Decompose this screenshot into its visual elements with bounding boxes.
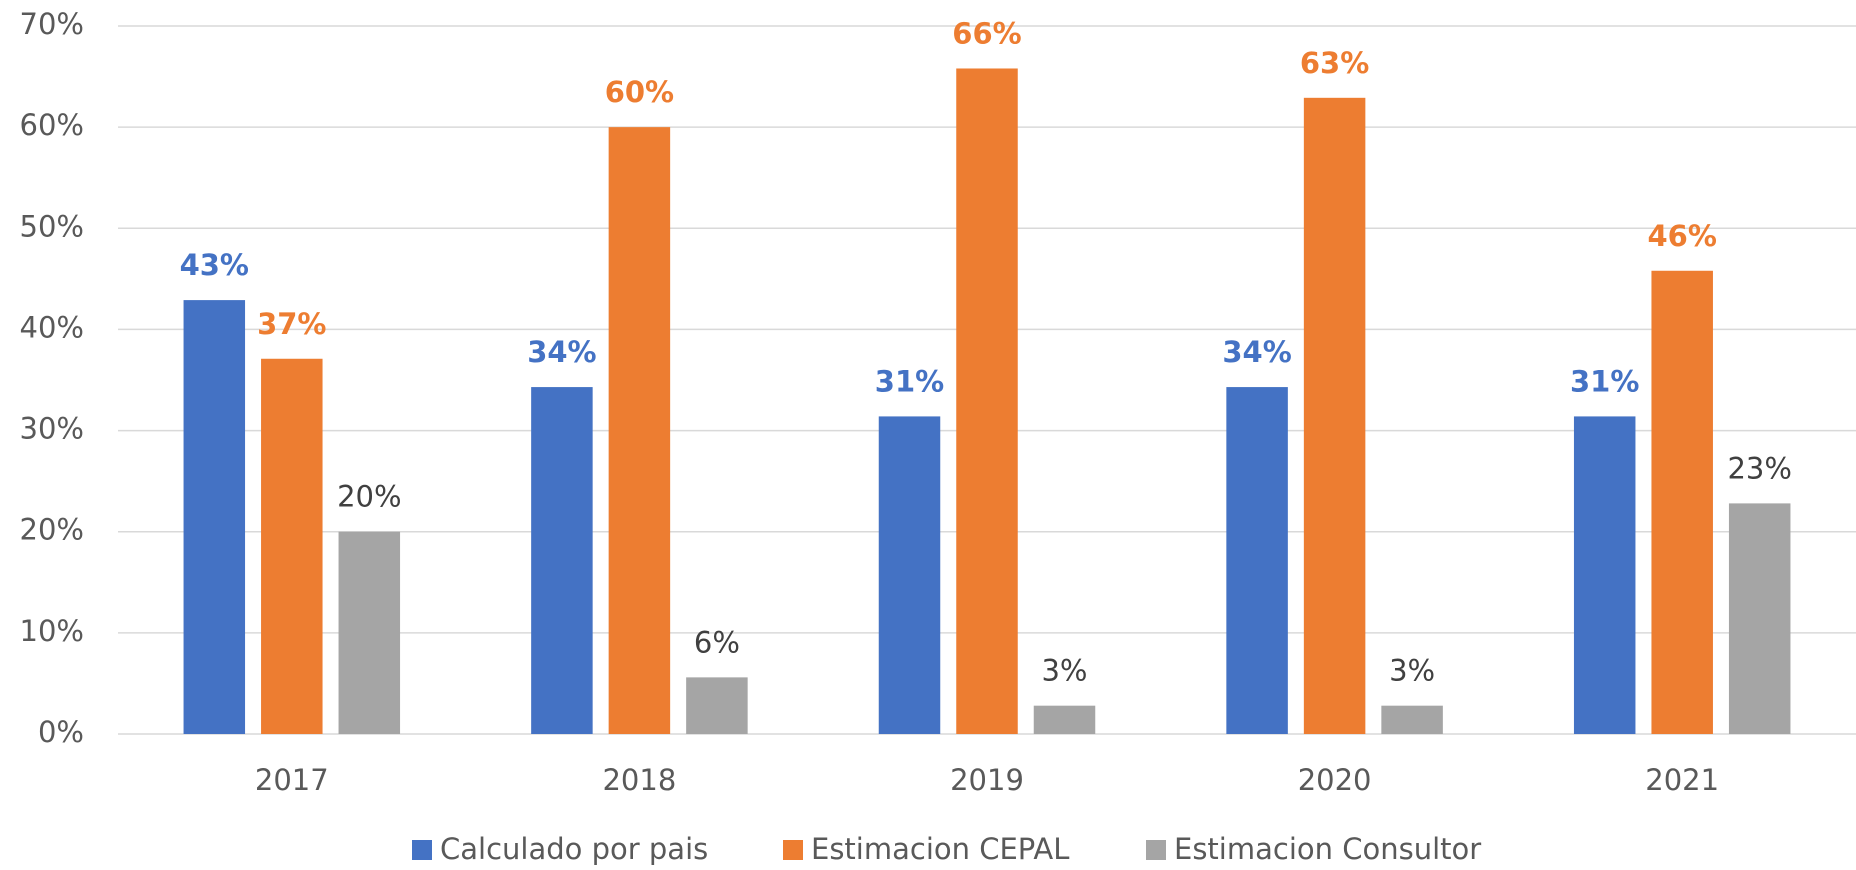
value-label: 46% — [1647, 219, 1716, 253]
bar — [1033, 705, 1096, 734]
value-label: 6% — [694, 625, 740, 659]
value-label: 3% — [1389, 654, 1435, 688]
value-label: 37% — [257, 307, 326, 341]
bar — [878, 416, 941, 734]
bar — [686, 677, 748, 734]
bar — [1651, 270, 1713, 734]
y-tick-label: 0% — [38, 715, 84, 749]
value-label: 23% — [1727, 451, 1791, 485]
value-label: 43% — [180, 248, 249, 282]
y-tick-label: 70% — [20, 7, 84, 41]
bar — [956, 68, 1018, 735]
legend-swatch — [412, 840, 432, 860]
bar — [1381, 705, 1443, 734]
legend-label: Calculado por pais — [440, 832, 708, 866]
bar — [1226, 387, 1288, 734]
value-label: 60% — [605, 75, 674, 109]
legend-swatch — [1146, 840, 1166, 860]
x-tick-label: 2018 — [602, 763, 676, 797]
legend-swatch — [783, 840, 803, 860]
y-tick-label: 20% — [20, 513, 84, 547]
bar — [608, 127, 671, 734]
bar — [261, 358, 323, 734]
x-tick-label: 2021 — [1645, 763, 1719, 797]
value-label: 31% — [1570, 364, 1639, 398]
value-label: 31% — [875, 364, 944, 398]
bar — [338, 531, 401, 734]
y-tick-label: 60% — [20, 108, 84, 142]
bar — [1573, 416, 1636, 734]
y-tick-label: 50% — [20, 209, 84, 243]
bar — [1728, 503, 1791, 734]
value-label: 34% — [1222, 335, 1291, 369]
legend-label: Estimacion Consultor — [1174, 832, 1481, 866]
y-tick-label: 40% — [20, 310, 84, 344]
x-tick-label: 2019 — [950, 763, 1024, 797]
value-label: 63% — [1300, 46, 1369, 80]
value-label: 34% — [527, 335, 596, 369]
value-label: 66% — [952, 16, 1021, 50]
y-tick-label: 10% — [20, 614, 84, 648]
bar — [1303, 97, 1366, 735]
value-label: 3% — [1041, 654, 1087, 688]
value-label: 20% — [337, 480, 401, 514]
bar — [183, 300, 246, 734]
y-tick-label: 30% — [20, 412, 84, 446]
bar — [531, 387, 593, 734]
x-tick-label: 2020 — [1298, 763, 1372, 797]
legend-label: Estimacion CEPAL — [811, 832, 1069, 866]
x-tick-label: 2017 — [255, 763, 329, 797]
